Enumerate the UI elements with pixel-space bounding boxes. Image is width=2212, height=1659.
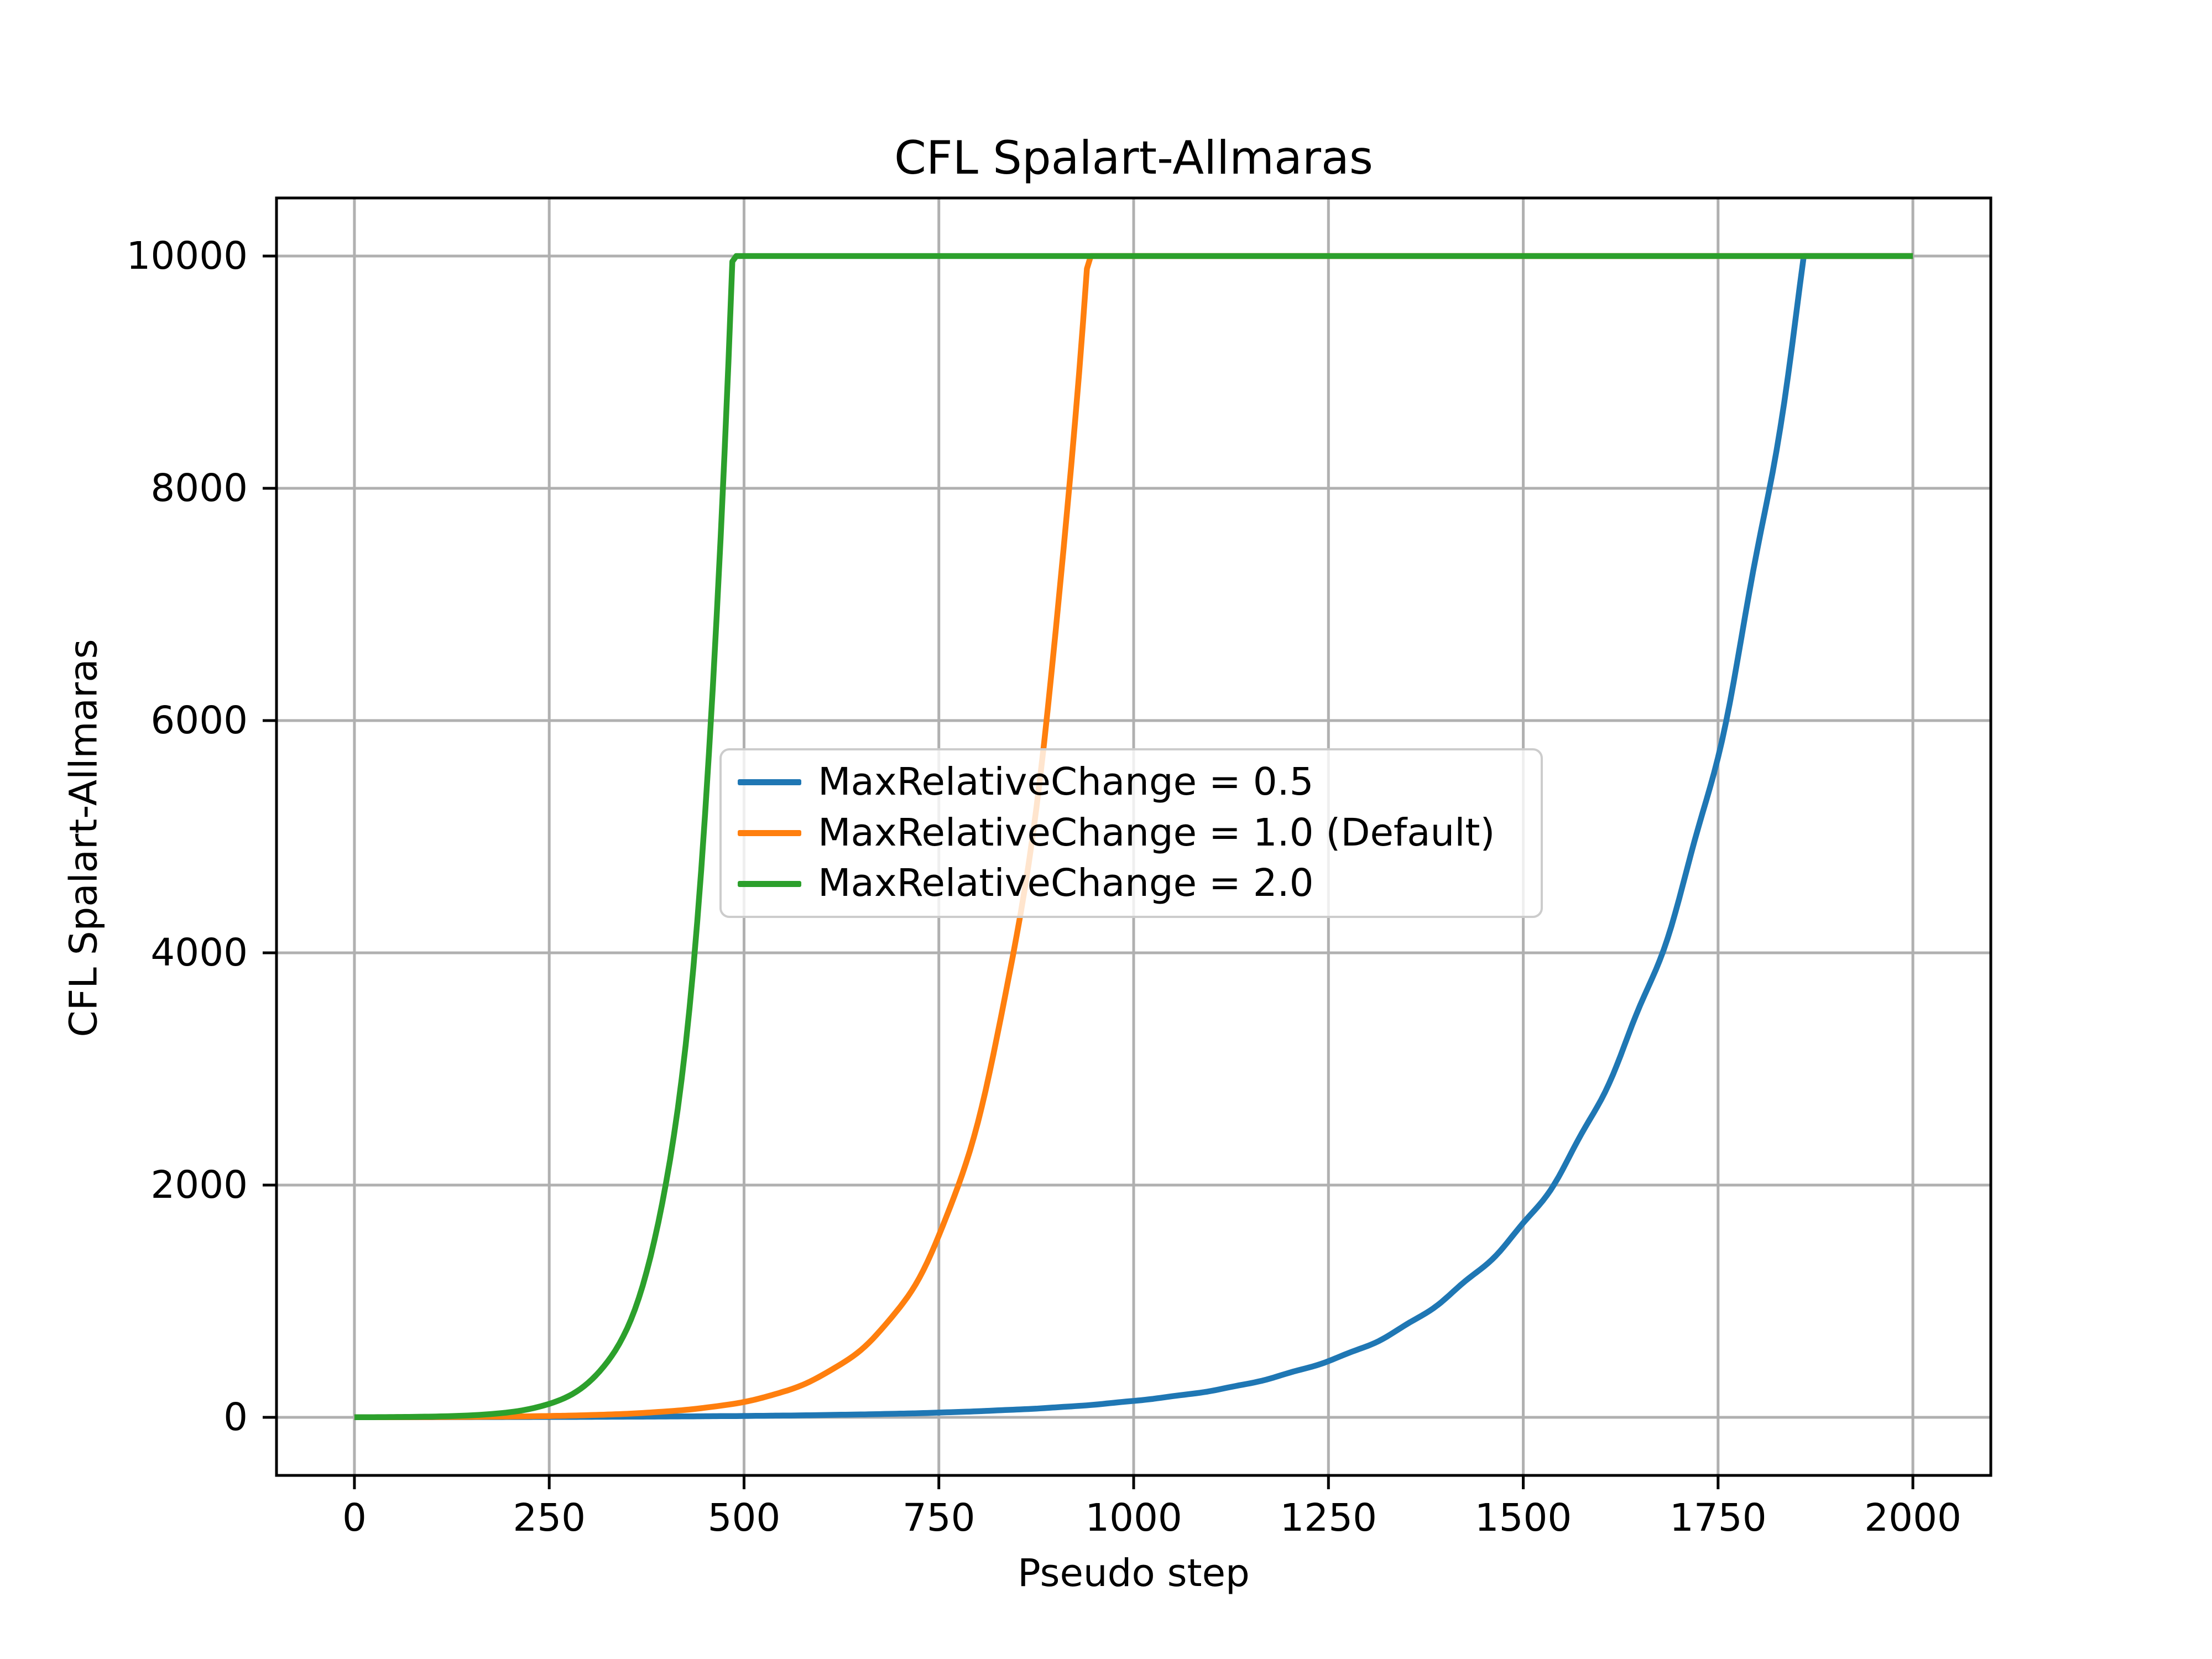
tick-label-y-2000: 2000 — [150, 1163, 248, 1207]
tick-label-x-750: 750 — [902, 1496, 975, 1540]
legend-entry-1: MaxRelativeChange = 1.0 (Default) — [738, 812, 1530, 854]
tick-label-y-8000: 8000 — [150, 466, 248, 510]
tick-label-x-250: 250 — [513, 1496, 586, 1540]
tick-label-y-0: 0 — [223, 1395, 248, 1439]
legend: MaxRelativeChange = 0.5 MaxRelativeChange… — [719, 748, 1543, 918]
legend-entry-2: MaxRelativeChange = 2.0 — [738, 861, 1530, 906]
tick-label-y-10000: 10000 — [127, 234, 248, 278]
legend-entry-0: MaxRelativeChange = 0.5 — [738, 761, 1530, 804]
axis-ticks — [263, 254, 1914, 1489]
chart-title: CFL Spalart-Allmaras — [894, 131, 1374, 185]
tick-label-x-1250: 1250 — [1280, 1496, 1377, 1540]
tick-label-x-2000: 2000 — [1864, 1496, 1961, 1540]
legend-line-sample-0 — [738, 779, 801, 786]
tick-label-x-500: 500 — [708, 1496, 781, 1540]
y-axis-label: CFL Spalart-Allmaras — [61, 639, 106, 1037]
series-lines — [354, 253, 1913, 1421]
legend-line-sample-2 — [738, 880, 801, 887]
axis-tick-labels: 0 250 500 750 1000 1250 1500 1750 2000 0 2000 4000 6… — [127, 234, 1961, 1540]
tick-label-x-0: 0 — [342, 1496, 367, 1540]
tick-label-x-1500: 1500 — [1475, 1496, 1572, 1540]
tick-label-y-4000: 4000 — [150, 931, 248, 975]
legend-entry-label-2: MaxRelativeChange = 2.0 — [818, 861, 1314, 906]
tick-label-y-6000: 6000 — [150, 698, 248, 743]
tick-label-x-1000: 1000 — [1085, 1496, 1182, 1540]
series-line-2 — [354, 253, 1913, 1421]
legend-line-sample-1 — [738, 830, 801, 836]
legend-entry-label-0: MaxRelativeChange = 0.5 — [818, 759, 1314, 804]
tick-label-x-1750: 1750 — [1670, 1496, 1767, 1540]
x-axis-label: Pseudo step — [1018, 1551, 1250, 1595]
legend-entry-label-1: MaxRelativeChange = 1.0 (Default) — [818, 810, 1495, 855]
